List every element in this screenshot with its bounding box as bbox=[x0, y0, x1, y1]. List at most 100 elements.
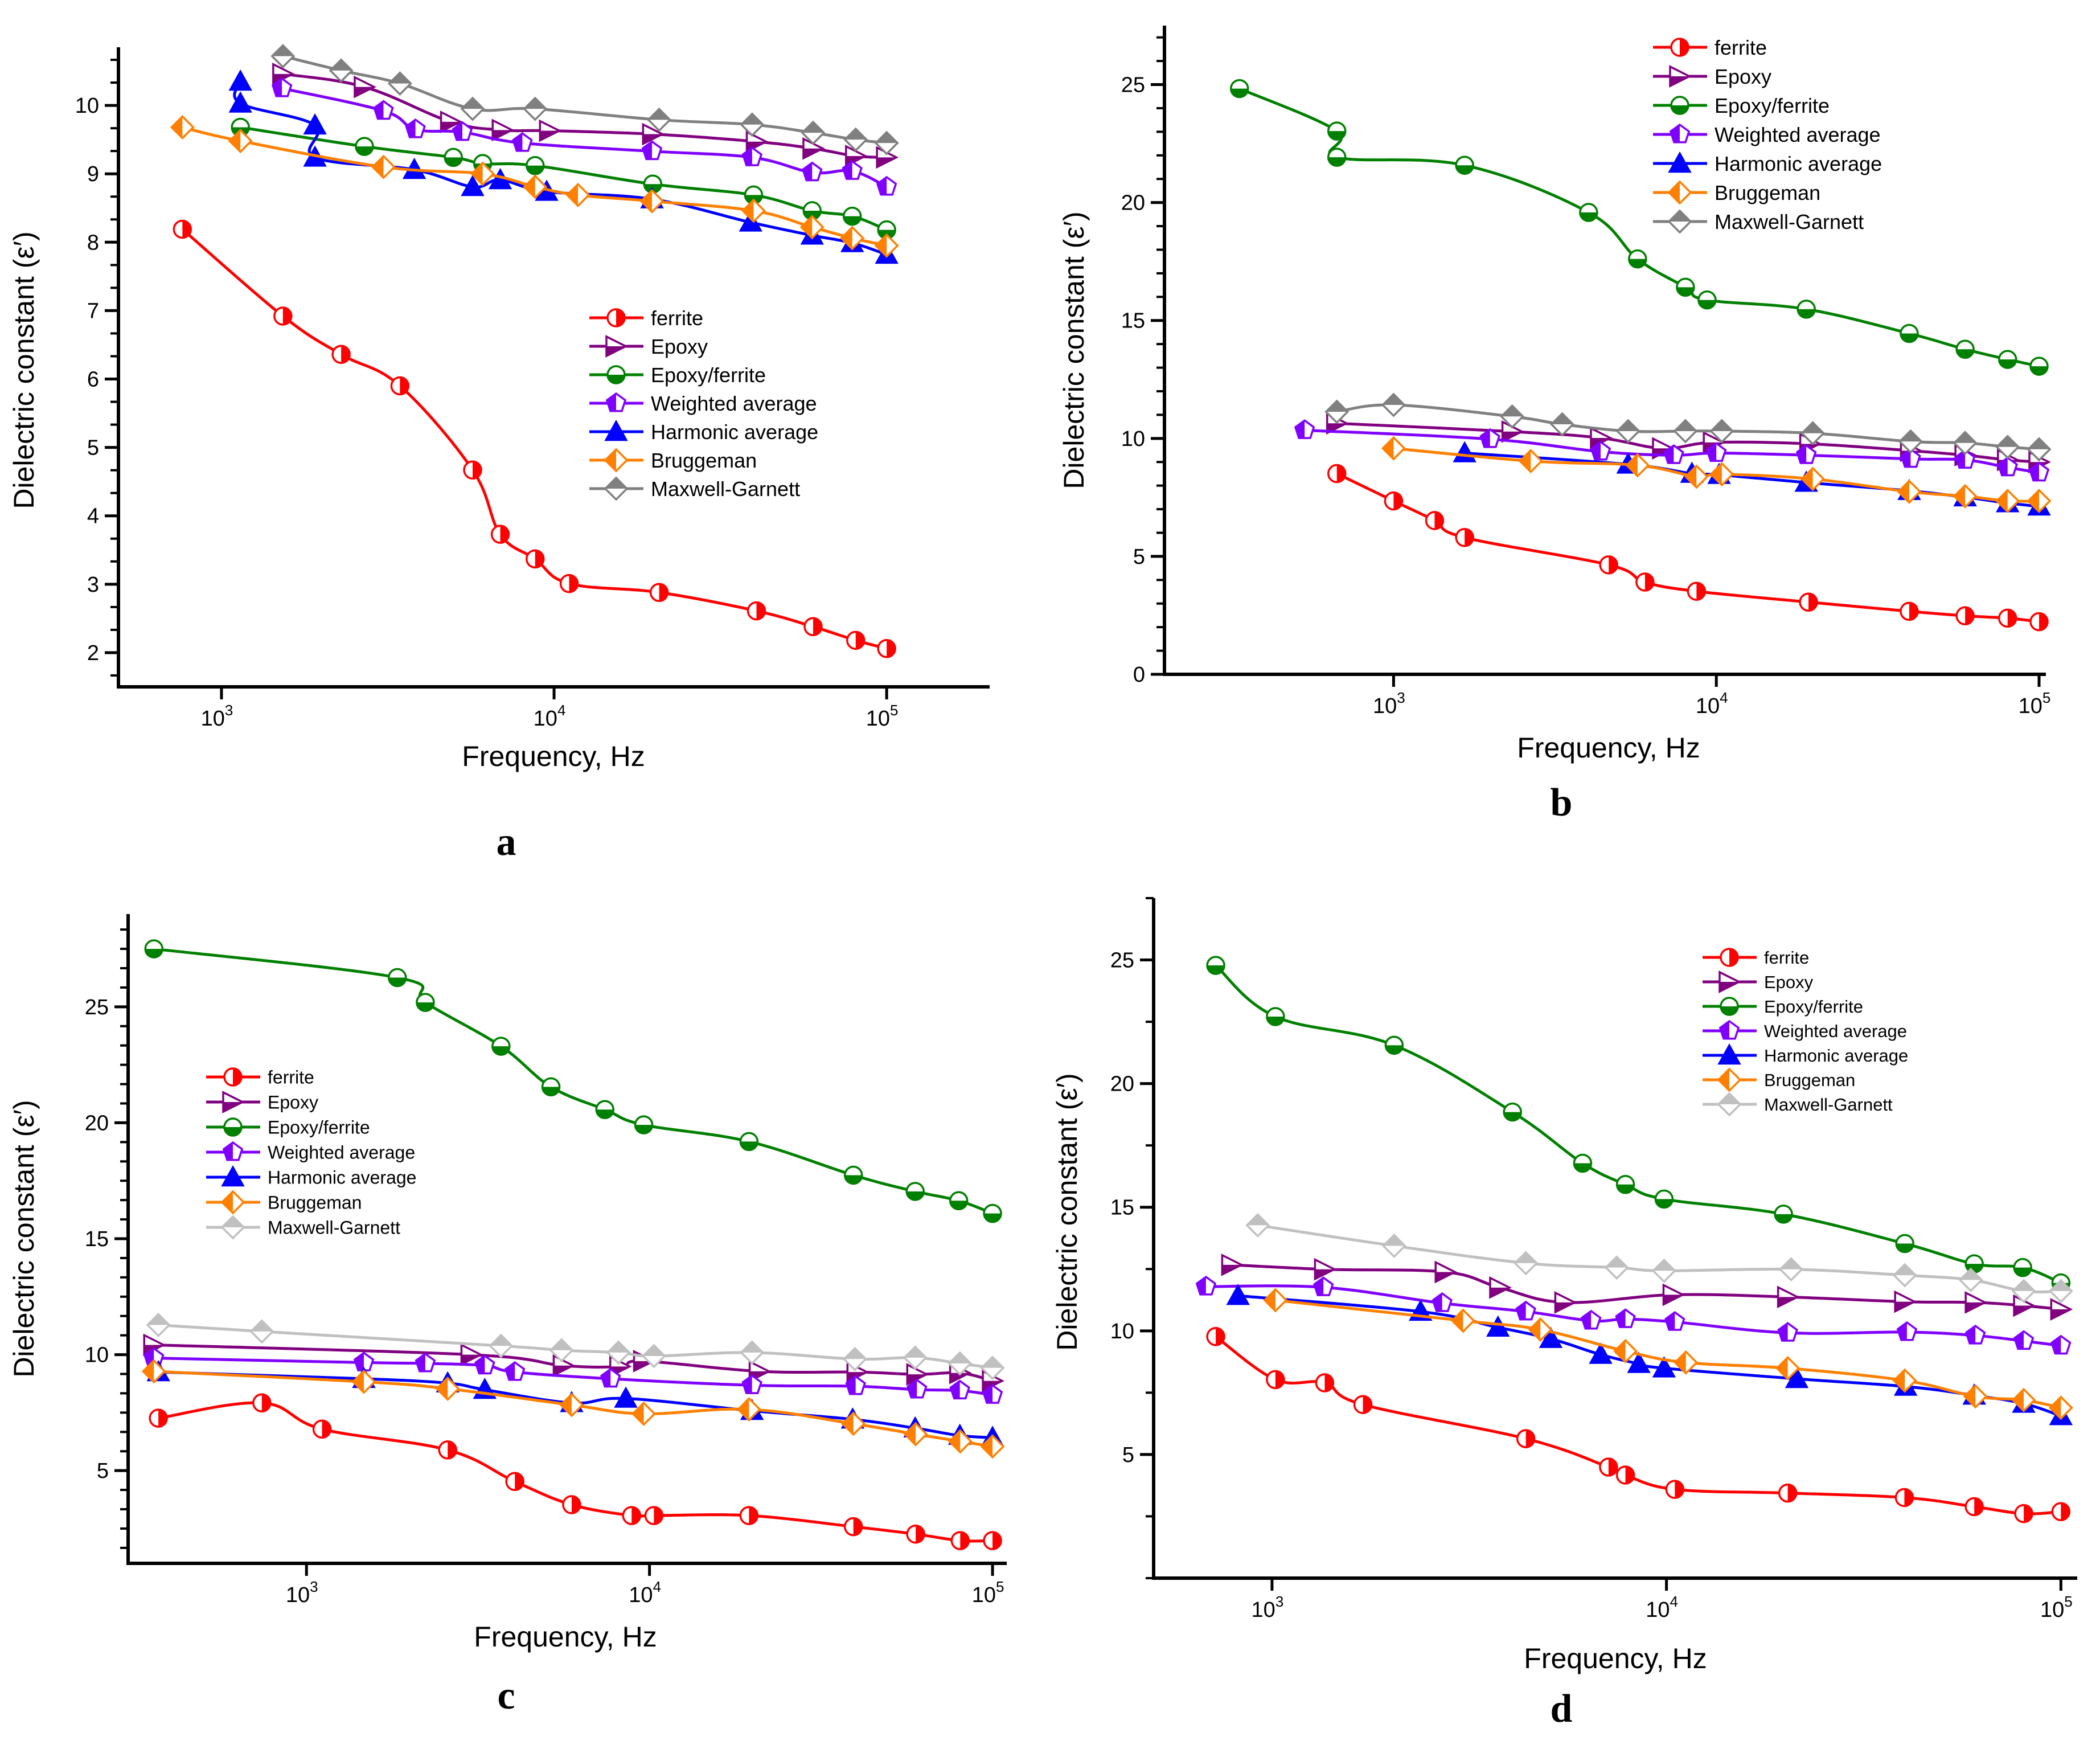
y-tick-label: 25 bbox=[1110, 949, 1134, 973]
series-maxwell-garnett bbox=[1324, 392, 2052, 462]
x-tick-label-exponent: 3 bbox=[225, 702, 233, 719]
x-tick-label-exponent: 4 bbox=[1720, 689, 1728, 706]
data-point bbox=[1964, 1291, 1988, 1314]
y-tick-label: 15 bbox=[85, 1227, 109, 1251]
legend-entry: ferrite bbox=[589, 306, 703, 330]
data-point bbox=[1778, 1483, 1798, 1503]
data-point bbox=[1662, 1283, 1685, 1306]
y-tick-label: 5 bbox=[87, 436, 99, 460]
series-epoxy-ferrite bbox=[1206, 956, 2071, 1293]
data-point bbox=[843, 1517, 863, 1537]
x-tick-label: 103 bbox=[201, 702, 233, 731]
legend-entry: Harmonic average bbox=[206, 1165, 416, 1188]
legend-entry: Harmonic average bbox=[589, 419, 818, 444]
y-axis-title: Dielectric constant (ε′) bbox=[8, 231, 40, 509]
data-point bbox=[1777, 1322, 1798, 1342]
data-point bbox=[639, 189, 665, 214]
x-axis-title: Frequency, Hz bbox=[1517, 732, 1700, 764]
x-tick-label-exponent: 5 bbox=[2064, 1593, 2072, 1610]
x-tick-label-exponent: 5 bbox=[996, 1578, 1004, 1595]
data-point bbox=[2048, 1395, 2073, 1420]
data-point bbox=[1327, 464, 1347, 484]
data-point bbox=[1897, 479, 1922, 504]
data-point bbox=[1315, 1373, 1335, 1392]
legend-label: Harmonic average bbox=[1715, 152, 1882, 175]
data-point bbox=[1266, 1007, 1285, 1026]
data-point bbox=[1674, 1350, 1699, 1375]
series-maxwell-garnett bbox=[146, 1312, 1005, 1381]
y-tick-label: 10 bbox=[85, 1344, 109, 1367]
data-point bbox=[740, 1340, 765, 1365]
data-point bbox=[2028, 461, 2050, 482]
data-point bbox=[463, 460, 482, 480]
data-point bbox=[1635, 572, 1655, 592]
data-point bbox=[271, 77, 293, 97]
data-point bbox=[2014, 1504, 2033, 1523]
data-point bbox=[843, 1165, 863, 1185]
data-point bbox=[1615, 1308, 1636, 1328]
legend-marker bbox=[1720, 997, 1739, 1016]
legend-entry: Maxwell-Garnett bbox=[1653, 209, 1864, 234]
legend-marker bbox=[606, 365, 626, 384]
data-point bbox=[1229, 79, 1249, 99]
data-point bbox=[504, 1361, 526, 1381]
data-point bbox=[565, 182, 590, 207]
data-point bbox=[1327, 148, 1347, 167]
series-line bbox=[181, 228, 887, 650]
data-point bbox=[1894, 1290, 1917, 1313]
data-point bbox=[980, 1355, 1005, 1381]
data-point bbox=[950, 1531, 970, 1550]
data-point bbox=[141, 1359, 166, 1384]
x-tick-label-base: 10 bbox=[534, 707, 557, 731]
y-axis-title: Dielectric constant (ε′) bbox=[1051, 1073, 1083, 1350]
x-tick-label: 104 bbox=[629, 1578, 661, 1607]
data-point bbox=[1486, 1315, 1510, 1337]
data-point bbox=[438, 1440, 457, 1460]
y-tick-label: 7 bbox=[87, 299, 99, 323]
data-point bbox=[842, 206, 862, 226]
data-point bbox=[312, 1419, 332, 1439]
data-point bbox=[1665, 1480, 1685, 1499]
data-point bbox=[541, 1077, 561, 1097]
data-point bbox=[2011, 1387, 2036, 1412]
data-point bbox=[2029, 612, 2049, 632]
data-point bbox=[1206, 1327, 1225, 1346]
legend-entry: Maxwell-Garnett bbox=[206, 1215, 400, 1240]
legend-entry: Bruggeman bbox=[1653, 180, 1820, 205]
data-point bbox=[1539, 1326, 1563, 1348]
data-point bbox=[1892, 1263, 1917, 1288]
legend-label: Bruggeman bbox=[1715, 181, 1820, 204]
legend-entry: Harmonic average bbox=[1653, 151, 1882, 175]
data-point bbox=[474, 1354, 495, 1375]
legend-marker bbox=[605, 392, 627, 412]
data-point bbox=[1518, 449, 1543, 474]
data-point bbox=[2027, 489, 2052, 514]
x-tick-label-base: 10 bbox=[2040, 1598, 2064, 1622]
legend-marker bbox=[1669, 123, 1691, 144]
series-epoxy-ferrite bbox=[144, 939, 1002, 1223]
legend-entry: Epoxy/ferrite bbox=[1653, 94, 1830, 117]
data-point bbox=[1676, 277, 1695, 297]
data-point bbox=[1627, 1351, 1651, 1373]
data-point bbox=[1613, 1338, 1638, 1363]
y-tick-label: 8 bbox=[87, 231, 99, 255]
data-point bbox=[1314, 1258, 1337, 1281]
data-point bbox=[559, 1392, 584, 1418]
data-point bbox=[843, 127, 868, 152]
data-point bbox=[329, 58, 354, 83]
data-point bbox=[644, 1506, 664, 1525]
data-point bbox=[1779, 1257, 1803, 1282]
data-point bbox=[1599, 1457, 1618, 1477]
legend-entry: Epoxy/ferrite bbox=[589, 363, 766, 387]
data-point bbox=[1384, 491, 1404, 511]
x-tick-label-exponent: 3 bbox=[310, 1578, 318, 1595]
data-point bbox=[1684, 464, 1709, 489]
data-point bbox=[549, 1338, 574, 1363]
data-point bbox=[642, 122, 665, 146]
legend-label: Epoxy/ferrite bbox=[1764, 997, 1863, 1017]
data-point bbox=[228, 69, 252, 91]
y-tick-label: 10 bbox=[1110, 1320, 1134, 1344]
legend-marker bbox=[604, 476, 629, 501]
data-point bbox=[747, 601, 766, 621]
